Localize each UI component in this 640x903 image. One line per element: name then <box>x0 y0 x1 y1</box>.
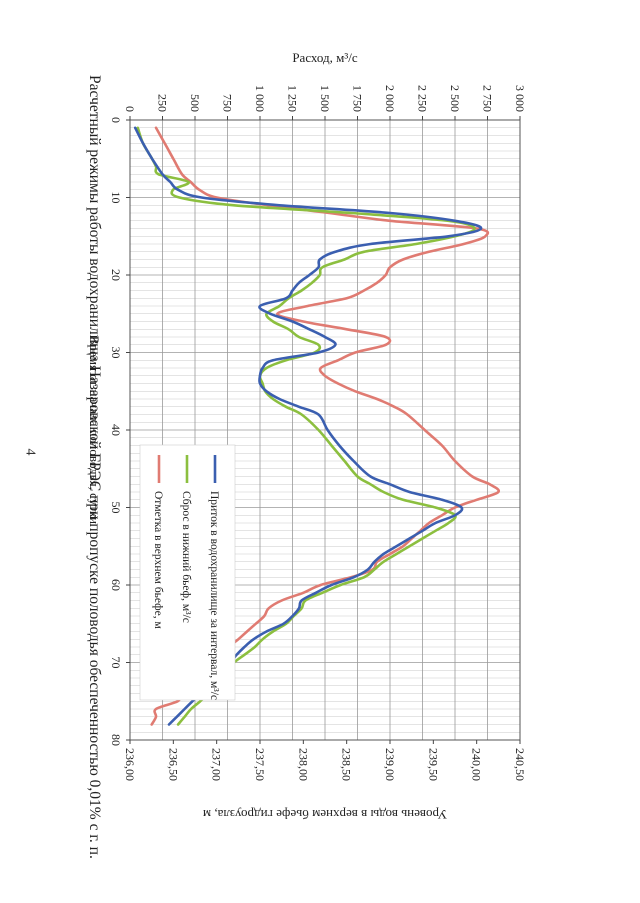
chart-rotation-group: 0 10 20 30 40 50 60 70 80 0 250 500 750 1 000 1 250 1 5… <box>87 50 527 822</box>
y-tick-label: 3 000 <box>513 85 527 112</box>
y-tick-label: 1 000 <box>253 85 267 112</box>
y-tick-label: 2 250 <box>416 85 430 112</box>
x-tick-label: 20 <box>109 269 123 281</box>
y2-tick-label: 236,50 <box>166 748 180 781</box>
plot-area: 0 10 20 30 40 50 60 70 80 0 250 500 750 1 000 1 250 1 5… <box>87 50 527 822</box>
x-tick-label: 60 <box>109 579 123 591</box>
legend-box <box>139 444 236 701</box>
y-tick-label: 1 500 <box>318 85 332 112</box>
y-tick-label: 2 000 <box>383 85 397 112</box>
x-tick-label: 0 <box>109 117 123 123</box>
y2-tick-label: 240,50 <box>513 748 527 781</box>
y-tick-label: 2 750 <box>481 85 495 112</box>
x-tick-label: 10 <box>109 192 123 204</box>
y-tick-label: 750 <box>221 94 235 112</box>
y2-tick-label: 237,50 <box>253 748 267 781</box>
y2-tick-label: 238,50 <box>340 748 354 781</box>
legend-item-outflow: Сброс в нижний бьеф, м³/с <box>180 491 192 623</box>
y2-tick-label: 237,00 <box>210 748 224 781</box>
legend-item-level: Отметка в верхнем бьефе, м <box>152 491 164 629</box>
legend: Приток в водохранилище за интервал, м³/с… <box>139 444 236 701</box>
y-tick-label: 500 <box>188 94 202 112</box>
y-axis-label: Расход, м³/с <box>292 50 358 65</box>
y-tick-label: 0 <box>123 106 137 112</box>
y2-tick-label: 236,00 <box>123 748 137 781</box>
y2-tick-label: 240,00 <box>470 748 484 781</box>
x-tick-label: 70 <box>109 657 123 669</box>
legend-item-inflow: Приток в водохранилище за интервал, м³/с <box>208 491 220 700</box>
y-tick-label: 250 <box>156 94 170 112</box>
level-series-line <box>150 126 501 726</box>
x-tick-label: 30 <box>109 347 123 359</box>
y2-tick-label: 238,00 <box>296 748 310 781</box>
axes-layer: 0 10 20 30 40 50 60 70 80 0 250 500 750 1 000 1 250 1 5… <box>109 85 527 781</box>
y2-axis-label: Уровень воды в верхнем бьефе гидроузла, … <box>203 807 447 822</box>
x-tick-label: 40 <box>109 424 123 436</box>
x-axis-label: Время от начала половодья, сутки <box>87 336 102 524</box>
y-tick-label: 1 750 <box>351 85 365 112</box>
x-tick-label: 50 <box>109 502 123 514</box>
x-tick-label: 80 <box>109 734 123 746</box>
axis-labels: Время от начала половодья, сутки Расход, … <box>87 50 447 822</box>
inflow-series-line <box>133 126 483 726</box>
y-tick-label: 2 500 <box>448 85 462 112</box>
series-layer <box>133 126 501 726</box>
y2-tick-label: 239,50 <box>426 748 440 781</box>
y2-tick-label: 239,00 <box>383 748 397 781</box>
y-tick-label: 1 250 <box>286 85 300 112</box>
